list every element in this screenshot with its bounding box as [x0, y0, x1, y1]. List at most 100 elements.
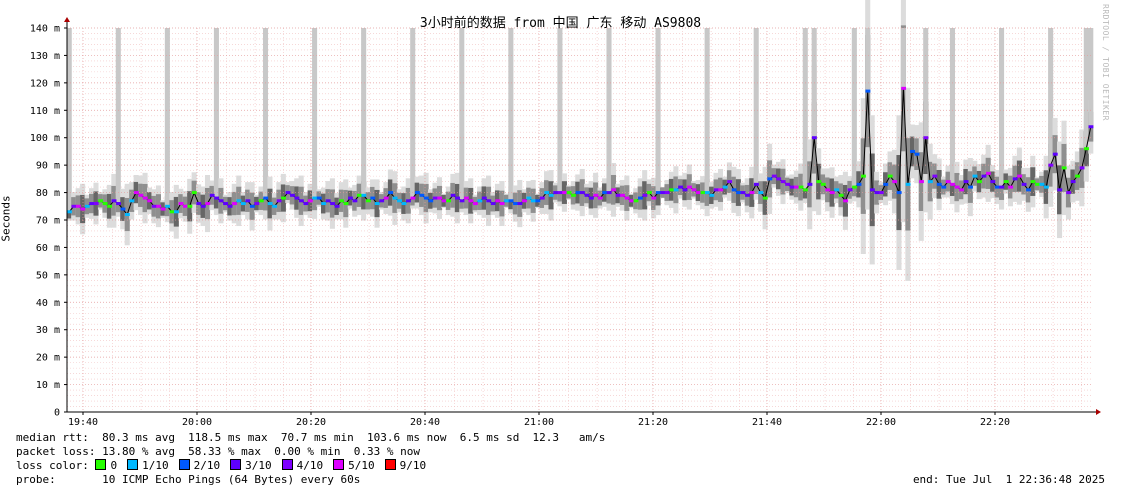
median-point — [847, 188, 853, 192]
smoke-spike — [164, 28, 170, 207]
loss-color-swatch — [384, 459, 396, 470]
loss-color-legend: loss color: 0 1/10 2/10 3/10 4/10 5/10 9/10 — [16, 459, 436, 473]
median-point — [200, 204, 206, 208]
median-point — [214, 196, 220, 200]
median-point — [829, 191, 835, 195]
median-point — [178, 202, 184, 206]
median-point — [111, 199, 117, 203]
median-point — [620, 193, 626, 197]
median-point — [1070, 180, 1076, 184]
median-point — [727, 180, 733, 184]
median-point — [852, 185, 857, 189]
loss-color-item: 0 — [95, 459, 117, 472]
median-point — [477, 199, 483, 203]
median-point — [633, 199, 639, 203]
median-point — [1021, 182, 1027, 186]
y-tick-label: 20 m — [36, 353, 60, 364]
smoke-spike — [410, 28, 416, 199]
median-point — [642, 193, 648, 197]
loss-color-label-text: 4/10 — [296, 459, 324, 472]
median-point — [562, 191, 568, 195]
median-point — [544, 191, 550, 195]
median-point — [919, 180, 924, 184]
median-point — [312, 196, 318, 200]
y-tick-label: 110 m — [30, 106, 60, 117]
median-point — [530, 199, 536, 203]
median-point — [294, 196, 300, 200]
median-point — [646, 191, 652, 195]
median-point — [75, 204, 81, 208]
smoke-spike — [361, 28, 367, 196]
median-point — [191, 191, 197, 195]
median-point — [272, 204, 278, 208]
loss-color-swatch — [95, 459, 107, 470]
median-point — [834, 188, 840, 192]
median-point — [718, 188, 724, 192]
loss-color-swatch — [230, 459, 242, 470]
loss-color-label: loss color: — [16, 459, 89, 472]
median-point — [669, 188, 675, 192]
median-point — [1066, 191, 1072, 195]
median-point — [1035, 182, 1040, 186]
median-point — [348, 196, 353, 200]
smoke-spike — [1088, 28, 1094, 127]
y-tick-label: 70 m — [36, 216, 60, 227]
smoke-spike — [999, 28, 1005, 188]
median-point — [789, 185, 795, 189]
median-point — [276, 199, 282, 203]
median-point — [892, 180, 898, 184]
median-point — [343, 202, 349, 206]
median-point — [102, 202, 108, 206]
median-point — [1052, 152, 1058, 156]
y-tick-label: 100 m — [30, 133, 60, 144]
median-point — [334, 204, 340, 208]
median-point — [481, 196, 487, 200]
median-point — [959, 188, 965, 192]
smoke-spike — [851, 28, 857, 188]
median-point — [169, 210, 175, 214]
median-point — [553, 191, 559, 195]
median-point — [910, 149, 915, 153]
x-tick-label: 22:20 — [980, 417, 1010, 428]
median-point — [232, 202, 237, 206]
y-tick-label: 90 m — [36, 161, 60, 172]
median-point — [174, 210, 179, 214]
median-point — [981, 174, 987, 178]
median-point — [905, 182, 911, 186]
y-tick-label: 30 m — [36, 325, 60, 336]
median-point — [687, 185, 692, 189]
median-point — [856, 182, 862, 186]
median-point — [816, 180, 822, 184]
median-point — [374, 202, 380, 206]
median-point — [593, 193, 599, 197]
median-point — [1030, 180, 1036, 184]
median-point — [963, 180, 969, 184]
loss-color-swatch — [281, 459, 293, 470]
median-point — [356, 193, 362, 197]
median-point — [249, 204, 255, 208]
median-point — [307, 199, 313, 203]
median-point — [994, 185, 1000, 189]
median-point — [901, 86, 907, 90]
median-point — [548, 193, 554, 197]
loss-color-item: 5/10 — [333, 459, 375, 472]
median-point — [142, 196, 148, 200]
median-point — [990, 180, 996, 184]
median-point — [740, 191, 746, 195]
median-point — [932, 174, 938, 178]
median-point — [843, 199, 849, 203]
median-point — [629, 199, 634, 203]
median-point — [406, 199, 411, 203]
median-point — [138, 193, 144, 197]
median-point — [820, 182, 826, 186]
median-point — [339, 199, 344, 203]
y-tick-label: 120 m — [30, 78, 60, 89]
median-point — [316, 196, 322, 200]
packet-loss-stats: packet loss: 13.80 % avg 58.33 % max 0.0… — [16, 445, 420, 458]
loss-color-label-text: 9/10 — [399, 459, 427, 472]
median-point — [762, 196, 768, 200]
smoke-spike — [865, 28, 871, 92]
smoke-spike — [704, 28, 710, 193]
median-point — [803, 188, 808, 192]
median-point — [776, 177, 782, 181]
